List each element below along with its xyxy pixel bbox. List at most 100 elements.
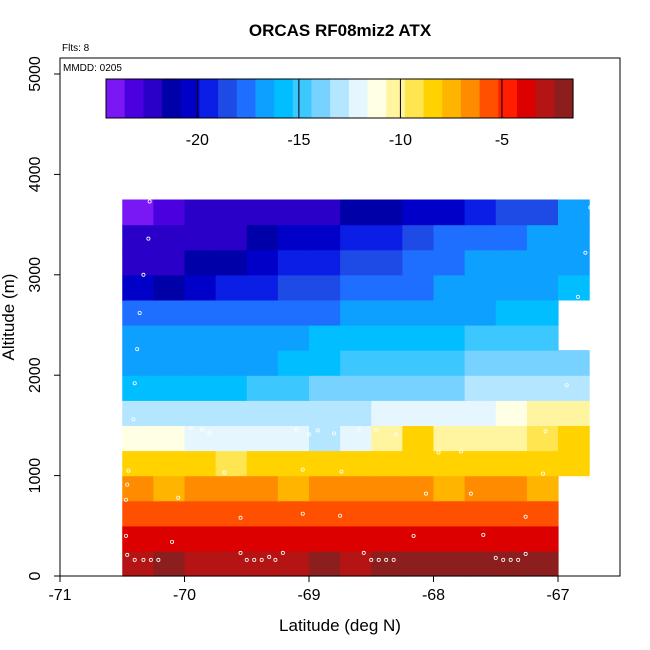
- heatmap-cell: [153, 350, 186, 376]
- colorbar-swatch: [330, 79, 350, 118]
- heatmap-cell: [402, 224, 435, 251]
- data-points: [123, 199, 593, 562]
- sample-point: [356, 427, 361, 432]
- sample-point: [146, 236, 151, 241]
- colorbar-swatch: [404, 79, 425, 118]
- heatmap-cell: [340, 425, 372, 452]
- heatmap-cell: [184, 450, 217, 477]
- heatmap-cell: [495, 325, 528, 351]
- sample-point: [267, 554, 272, 559]
- heatmap-cell: [184, 350, 217, 376]
- colorbar-swatch: [348, 79, 369, 118]
- heatmap-cell: [340, 325, 372, 351]
- heatmap-cell: [277, 425, 310, 452]
- heatmap-cell: [495, 249, 528, 276]
- heatmap-cell: [371, 274, 403, 301]
- heatmap-cell: [184, 400, 217, 426]
- heatmap-cell: [526, 299, 559, 326]
- colorbar: -20 -15 -10 -5: [105, 78, 574, 149]
- heatmap-cell: [309, 425, 341, 452]
- heatmap-cell: [402, 500, 435, 527]
- heatmap-cell: [215, 199, 248, 226]
- sample-point: [564, 383, 569, 388]
- heatmap-cell: [277, 400, 310, 426]
- heatmap-cell: [122, 375, 154, 401]
- sample-point: [424, 491, 429, 496]
- sample-point: [125, 482, 130, 487]
- heatmap-cell: [215, 224, 248, 251]
- heatmap-cell: [215, 450, 248, 477]
- heatmap-cell: [558, 199, 590, 226]
- colorbar-swatch: [236, 79, 257, 118]
- heatmap-cell: [558, 400, 590, 426]
- heatmap-cell: [433, 199, 466, 226]
- sample-point: [306, 432, 311, 437]
- y-tick-label: 4000: [27, 157, 44, 193]
- colorbar-swatch: [516, 79, 537, 118]
- sample-point: [156, 557, 161, 562]
- colorbar-tick-label: -20: [186, 132, 209, 149]
- sample-point: [123, 497, 128, 502]
- heatmap-cell: [184, 475, 217, 502]
- heatmap-cell: [495, 224, 528, 251]
- colorbar-tick-label: -5: [495, 132, 509, 149]
- heatmap-cell: [495, 299, 528, 326]
- sample-point: [125, 552, 130, 557]
- heatmap-cell: [246, 400, 279, 426]
- heatmap-cell: [371, 375, 403, 401]
- colorbar-swatch: [274, 79, 294, 118]
- sample-point: [207, 431, 212, 436]
- colorbar-swatch: [554, 79, 574, 118]
- heatmap-cell: [184, 274, 217, 301]
- heatmap-cell: [464, 249, 497, 276]
- heatmap-cell: [153, 550, 186, 577]
- heatmap-cell: [277, 475, 310, 502]
- heatmap-cell: [215, 299, 248, 326]
- sample-point: [394, 432, 399, 437]
- sample-point: [384, 557, 389, 562]
- heatmap-cells: [122, 199, 590, 577]
- y-axis-ticks: 0 1000 2000 3000 4000 5000: [27, 56, 60, 580]
- heatmap-cell: [340, 249, 372, 276]
- heatmap-cell: [371, 224, 403, 251]
- heatmap-cell: [340, 274, 372, 301]
- colorbar-swatch: [423, 79, 443, 118]
- sample-point: [123, 533, 128, 538]
- heatmap-cell: [246, 450, 279, 477]
- sample-point: [361, 550, 366, 555]
- heatmap-cell: [526, 325, 559, 351]
- heatmap-cell: [433, 475, 466, 502]
- heatmap-cell: [309, 550, 341, 577]
- heatmap-cell: [558, 450, 590, 477]
- heatmap-cell: [371, 325, 403, 351]
- heatmap-cell: [402, 550, 435, 577]
- heatmap-cell: [340, 475, 372, 502]
- heatmap-cell: [433, 224, 466, 251]
- heatmap-cell: [184, 550, 217, 577]
- heatmap-cell: [340, 199, 372, 226]
- colorbar-swatch: [535, 79, 555, 118]
- colorbar-tick-label: -15: [287, 132, 310, 149]
- heatmap-cell: [122, 425, 154, 452]
- heatmap-cell: [153, 400, 186, 426]
- heatmap-cell: [464, 375, 497, 401]
- heatmap-cell: [184, 500, 217, 527]
- heatmap-cell: [340, 224, 372, 251]
- heatmap-cell: [464, 325, 497, 351]
- colorbar-swatch: [479, 79, 499, 118]
- sample-point: [588, 205, 593, 210]
- heatmap-cell: [526, 475, 559, 502]
- heatmap-cell: [402, 425, 435, 452]
- heatmap-cell: [526, 525, 559, 552]
- sample-point: [259, 557, 264, 562]
- heatmap-cell: [495, 550, 528, 577]
- heatmap-cell: [495, 525, 528, 552]
- heatmap-cell: [558, 224, 590, 251]
- heatmap-cell: [464, 199, 497, 226]
- x-axis-ticks: -71 -70 -69 -68 -67: [48, 576, 570, 604]
- heatmap-cell: [464, 400, 497, 426]
- heatmap-cell: [215, 325, 248, 351]
- colorbar-swatch: [218, 79, 238, 118]
- heatmap-cell: [340, 375, 372, 401]
- colorbar-swatch: [367, 79, 387, 118]
